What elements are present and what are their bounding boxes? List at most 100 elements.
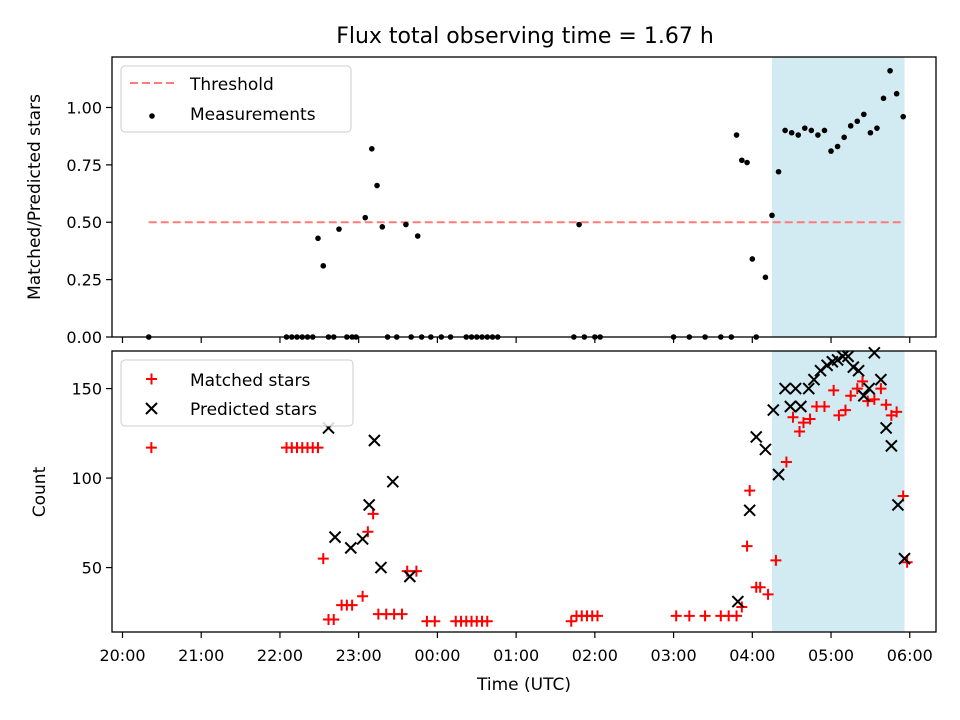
measurements-point bbox=[362, 214, 369, 221]
measurements-point bbox=[795, 132, 802, 138]
matched-stars-point bbox=[744, 485, 756, 497]
predicted-stars-point bbox=[767, 403, 780, 417]
predicted-stars-point bbox=[403, 570, 417, 583]
matched-stars-point bbox=[670, 610, 682, 622]
measurements-point bbox=[808, 127, 815, 134]
predicted-stars-point bbox=[362, 498, 376, 512]
matched-stars-point bbox=[828, 384, 840, 396]
predicted-stars-point bbox=[743, 504, 756, 517]
measurements-point bbox=[867, 129, 874, 136]
matched-stars-point bbox=[875, 383, 887, 395]
panel-ratio: 0.00 0.25 0.50 0.75 1.00 Matched/Predicted s… bbox=[25, 56, 937, 347]
predicted-stars-point bbox=[847, 360, 860, 374]
measurements-point bbox=[749, 256, 756, 262]
measurements-point bbox=[815, 132, 821, 138]
chart-title: Flux total observing time = 1.67 h bbox=[336, 24, 714, 49]
matched-stars-point bbox=[794, 426, 806, 438]
measurements-point bbox=[782, 127, 788, 134]
legend-predicted-label: Predicted stars bbox=[190, 400, 317, 420]
matched-stars-point bbox=[754, 581, 766, 593]
matched-stars-point bbox=[145, 442, 157, 454]
panel-counts-ylabel: Count bbox=[30, 466, 50, 517]
matched-stars-point bbox=[851, 383, 863, 395]
panel-counts-legend: Matched stars Predicted stars bbox=[120, 359, 354, 427]
predicted-stars-point bbox=[898, 552, 911, 565]
x-tick-label: 02:00 bbox=[572, 646, 618, 665]
matched-stars-point bbox=[429, 615, 441, 627]
y-tick-label: 0.00 bbox=[66, 328, 102, 347]
measurements-point bbox=[874, 125, 880, 131]
matched-stars-point bbox=[868, 393, 880, 405]
measurements-point bbox=[336, 226, 342, 232]
y-tick-label: 50 bbox=[82, 559, 102, 578]
predicted-stars-point bbox=[386, 475, 399, 488]
measurements-point bbox=[801, 125, 808, 131]
predicted-stars-point bbox=[836, 350, 850, 363]
measurements-point bbox=[739, 157, 745, 164]
measurements-point bbox=[775, 168, 782, 175]
measurements-point bbox=[847, 123, 854, 129]
matched-stars-point bbox=[328, 613, 340, 625]
predicted-stars-point bbox=[891, 498, 905, 512]
matched-stars-point bbox=[857, 375, 869, 387]
predicted-stars-point bbox=[374, 561, 388, 574]
measurements-point bbox=[900, 113, 906, 120]
matched-stars-point bbox=[891, 406, 903, 418]
measurements-point bbox=[788, 129, 795, 136]
predicted-stars-point bbox=[750, 430, 763, 444]
measurements-point bbox=[861, 111, 867, 118]
measurements-point bbox=[880, 95, 887, 102]
matched-stars-point bbox=[839, 404, 851, 416]
predicted-stars-point bbox=[807, 373, 821, 386]
predicted-stars-point bbox=[862, 382, 876, 395]
matched-stars-point bbox=[410, 565, 422, 577]
panel-counts: 50 100 150 20:00 21:00 22:00 23:00 00:00 01:00 02… bbox=[30, 346, 937, 695]
legend-box bbox=[120, 359, 354, 427]
x-tick-label: 05:00 bbox=[808, 646, 854, 665]
matched-stars-point bbox=[591, 610, 603, 622]
predicted-stars-point bbox=[857, 389, 871, 402]
measurements-point bbox=[834, 143, 841, 150]
y-tick-label: 0.25 bbox=[66, 271, 102, 290]
y-tick-label: 100 bbox=[71, 469, 102, 488]
matched-stars-point bbox=[845, 390, 857, 402]
legend-threshold-label: Threshold bbox=[189, 75, 274, 95]
predicted-stars-point bbox=[831, 353, 844, 367]
y-tick-label: 0.75 bbox=[66, 156, 102, 175]
predicted-stars-point bbox=[731, 595, 745, 608]
x-tick-label: 01:00 bbox=[493, 646, 539, 665]
y-tick-label: 150 bbox=[71, 380, 102, 399]
legend-measurements-label: Measurements bbox=[190, 105, 316, 125]
predicted-stars-point bbox=[802, 382, 815, 395]
matched-stars-point bbox=[741, 540, 753, 552]
predicted-stars-point bbox=[368, 434, 381, 447]
panel-ratio-ylabel: Matched/Predicted stars bbox=[25, 94, 45, 300]
panel-counts-frame bbox=[111, 350, 937, 633]
matched-stars-point bbox=[312, 442, 324, 454]
measurements-point bbox=[854, 118, 861, 125]
measurements-point bbox=[379, 224, 386, 230]
x-tick-label: 20:00 bbox=[99, 646, 145, 665]
x-tick-label: 00:00 bbox=[414, 646, 460, 665]
matched-stars-point bbox=[317, 553, 329, 565]
matched-stars-point bbox=[762, 588, 774, 600]
matched-stars-point bbox=[787, 411, 799, 423]
panel-counts-highlight bbox=[771, 351, 905, 632]
predicted-stars-point bbox=[841, 350, 855, 363]
measurements-point bbox=[841, 134, 847, 141]
x-tick-label: 06:00 bbox=[887, 646, 933, 665]
y-tick-label: 0.50 bbox=[66, 213, 102, 232]
legend-matched-swatch bbox=[146, 373, 157, 385]
measurements-point bbox=[744, 159, 750, 166]
predicted-stars-point bbox=[874, 373, 888, 386]
matched-stars-point bbox=[736, 601, 748, 613]
predicted-stars-point bbox=[852, 364, 865, 377]
predicted-stars-point bbox=[772, 468, 785, 481]
legend-predicted-swatch bbox=[145, 402, 158, 415]
matched-stars-point bbox=[699, 610, 711, 622]
predicted-stars-point bbox=[868, 346, 881, 359]
x-tick-label: 04:00 bbox=[729, 646, 775, 665]
measurements-point bbox=[374, 182, 380, 189]
panel-ratio-frame bbox=[111, 56, 937, 338]
